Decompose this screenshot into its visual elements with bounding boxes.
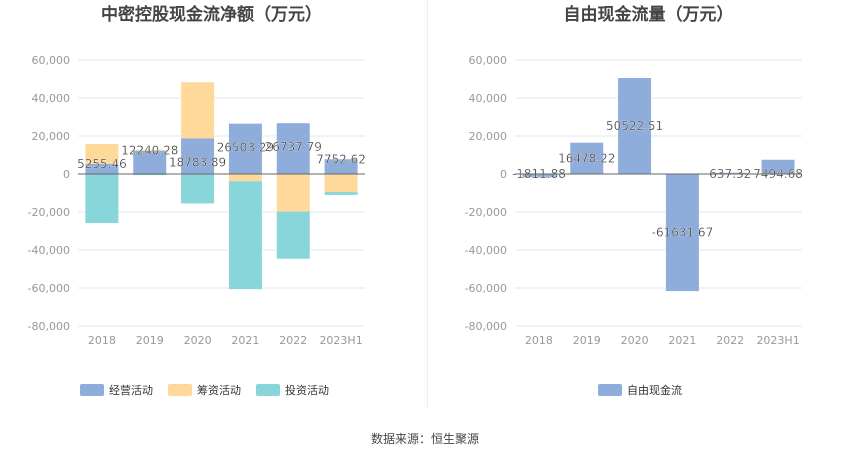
y-tick-label: -80,000 xyxy=(28,320,70,333)
bar-投资活动-2018 xyxy=(85,174,119,224)
data-label: 5255.46 xyxy=(77,157,127,171)
data-label: 26503.29 xyxy=(217,141,274,155)
y-tick-label: 40,000 xyxy=(32,92,71,105)
bar-经营活动-2021 xyxy=(228,123,262,174)
y-tick-label: -60,000 xyxy=(465,282,507,295)
x-tick-label: 2019 xyxy=(573,334,601,347)
bar-筹资活动-2019 xyxy=(133,149,167,151)
data-label: 12240.28 xyxy=(121,144,178,158)
y-tick-label: 40,000 xyxy=(469,92,508,105)
bar-投资活动-2021 xyxy=(228,181,262,290)
y-tick-label: 0 xyxy=(500,168,507,181)
bar-筹资活动-2020 xyxy=(181,82,215,139)
legend-swatch xyxy=(256,384,280,396)
legend-swatch xyxy=(80,384,104,396)
data-label: 26737.79 xyxy=(265,140,322,154)
x-tick-label: 2019 xyxy=(136,334,164,347)
legend-label: 投资活动 xyxy=(285,383,329,397)
bar-筹资活动-2018 xyxy=(85,144,119,165)
y-tick-label: -40,000 xyxy=(28,244,70,257)
chart-title: 自由现金流量（万元） xyxy=(564,4,734,25)
x-tick-label: 2018 xyxy=(88,334,116,347)
x-tick-label: 2022 xyxy=(716,334,744,347)
bar-筹资活动-2023H1 xyxy=(324,174,358,193)
data-label: 50522.51 xyxy=(606,119,663,133)
x-tick-label: 2020 xyxy=(621,334,649,347)
y-tick-label: -40,000 xyxy=(465,244,507,257)
bar-自由现金流-2020 xyxy=(618,78,652,174)
data-label: 16478.22 xyxy=(558,151,615,165)
chart-title: 中密控股现金流净额（万元） xyxy=(101,4,322,25)
bar-投资活动-2020 xyxy=(181,174,215,204)
bar-经营活动-2022 xyxy=(276,123,310,174)
bar-经营活动-2018 xyxy=(85,164,119,174)
bar-自由现金流-2022 xyxy=(713,172,747,174)
y-tick-label: 20,000 xyxy=(32,130,71,143)
bar-筹资活动-2021 xyxy=(228,174,262,182)
x-tick-label: 2020 xyxy=(184,334,212,347)
y-tick-label: -80,000 xyxy=(465,320,507,333)
x-tick-label: 2022 xyxy=(279,334,307,347)
x-tick-label: 2021 xyxy=(668,334,696,347)
y-tick-label: -20,000 xyxy=(465,206,507,219)
legend-label: 自由现金流 xyxy=(627,383,682,397)
y-tick-label: 60,000 xyxy=(469,54,508,67)
bar-经营活动-2019 xyxy=(133,150,167,174)
y-tick-label: -20,000 xyxy=(28,206,70,219)
legend-swatch xyxy=(598,384,622,396)
y-tick-label: 60,000 xyxy=(32,54,71,67)
chart-divider xyxy=(427,0,428,408)
bar-自由现金流-2023H1 xyxy=(761,159,795,174)
data-label: 18783.89 xyxy=(169,155,226,169)
y-tick-label: 20,000 xyxy=(469,130,508,143)
legend-swatch xyxy=(168,384,192,396)
charts-svg: 中密控股现金流净额（万元） 60,000 40,000 20,000 0 -20,000 -… xyxy=(28,4,804,397)
bar-自由现金流-2019 xyxy=(570,142,604,174)
bar-自由现金流-2021 xyxy=(665,174,699,292)
bar-投资活动-2019 xyxy=(133,174,167,176)
y-tick-label: -60,000 xyxy=(28,282,70,295)
legend-label: 经营活动 xyxy=(109,383,153,397)
bar-筹资活动-2022 xyxy=(276,174,310,212)
x-tick-label: 2023H1 xyxy=(319,334,362,347)
bar-经营活动-2020 xyxy=(181,138,215,174)
bar-投资活动-2023H1 xyxy=(324,192,358,195)
y-tick-label: 0 xyxy=(63,168,70,181)
data-label: -61631.67 xyxy=(652,226,714,240)
x-tick-label: 2021 xyxy=(231,334,259,347)
source-note: 数据来源：恒生聚源 xyxy=(370,432,479,446)
x-tick-label: 2018 xyxy=(525,334,553,347)
data-label: 7752.62 xyxy=(316,152,366,166)
bar-自由现金流-2018 xyxy=(522,174,556,178)
legend-label: 筹资活动 xyxy=(197,383,241,397)
bar-经营活动-2023H1 xyxy=(324,159,358,174)
x-tick-label: 2023H1 xyxy=(756,334,799,347)
bar-投资活动-2022 xyxy=(276,211,310,259)
